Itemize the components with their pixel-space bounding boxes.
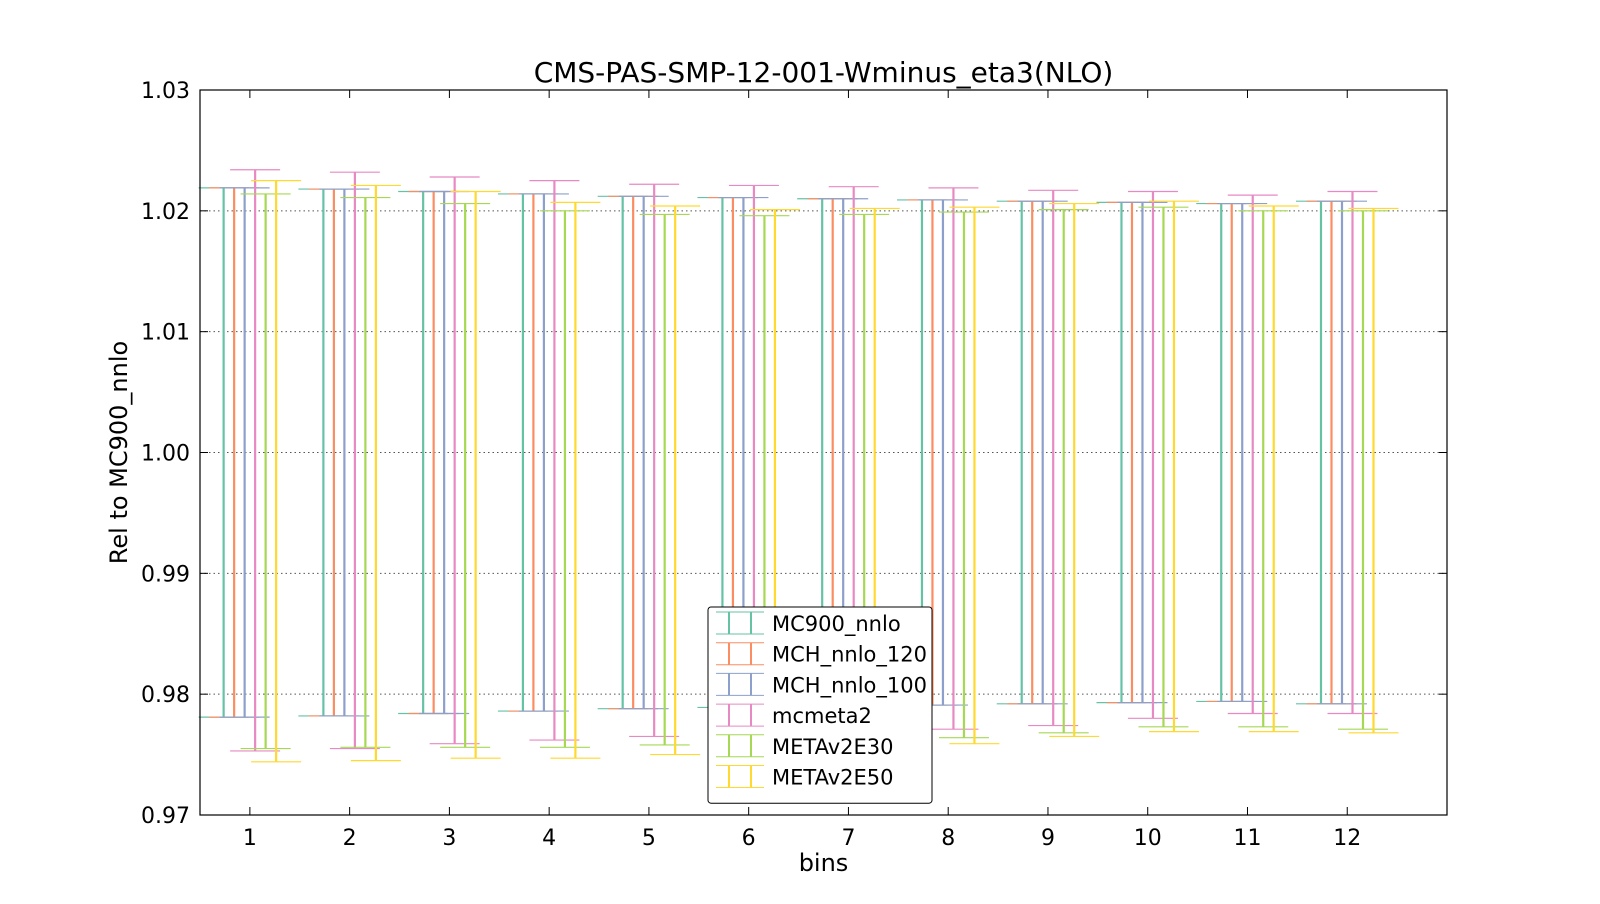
error-bar [550,201,601,759]
error-bar [518,193,569,712]
chart-title: CMS-PAS-SMP-12-001-Wminus_eta3(NLO) [534,56,1114,89]
error-bar [1148,200,1199,733]
legend-label: METAv2E50 [772,766,894,790]
y-tick-label: 1.01 [141,321,190,346]
error-bar [928,187,979,730]
x-tick-label: 7 [841,826,855,851]
legend-label: mcmeta2 [772,704,872,728]
x-tick-label: 12 [1333,826,1361,851]
error-bar [329,171,380,750]
error-bar [230,169,281,752]
error-bar [1138,206,1189,728]
legend-label: METAv2E30 [772,735,894,759]
legend-entry: mcmeta2 [716,703,872,728]
legend-label: MC900_nnlo [772,612,901,637]
error-bar [639,213,690,746]
error-bar [1238,210,1289,728]
error-bar [1117,201,1168,704]
error-bar [450,190,501,759]
error-bar [429,176,480,745]
legend-label: MCH_nnlo_120 [772,643,927,668]
y-tick-label: 1.02 [141,200,190,225]
x-tick-label: 3 [442,826,456,851]
error-bar [240,193,291,750]
legend: MC900_nnlo MCH_nnlo_120 MCH_nnlo_100mcmeta… [707,606,933,804]
x-tick-label: 6 [742,826,756,851]
error-bar [1348,207,1399,734]
legend-entry: METAv2E30 [716,734,894,759]
error-bar [1316,200,1367,705]
error-bar [539,210,590,748]
x-axis-label: bins [799,849,849,877]
legend-box [707,606,933,804]
error-bar [219,187,270,718]
legend-entry: MCH_nnlo_100 [716,672,927,698]
error-bar [1217,202,1268,703]
y-tick-label: 0.97 [141,804,190,829]
x-tick-label: 9 [1041,826,1055,851]
error-bar [1227,194,1278,715]
y-tick-label: 1.00 [141,442,190,467]
y-axis-label: Rel to MC900_nnlo [105,341,133,564]
error-bar [618,195,669,710]
legend-entry: METAv2E50 [716,765,894,790]
error-bar [251,180,302,763]
error-bar [440,202,491,748]
error-bar [938,211,989,739]
x-tick-label: 10 [1134,826,1162,851]
error-bar [1038,209,1089,734]
error-bar [1017,200,1068,705]
error-bar [1337,210,1388,730]
error-bar [1127,190,1178,719]
y-tick-label: 0.98 [141,683,190,708]
x-tick-label: 1 [243,826,257,851]
x-tick-label: 5 [642,826,656,851]
legend-entry: MC900_nnlo [716,611,901,637]
x-tick-label: 2 [343,826,357,851]
grid [200,210,1447,695]
error-bar [949,206,1000,745]
legend-entry: MCH_nnlo_120 [716,642,927,668]
error-bar [1049,202,1100,738]
error-bar [350,184,401,762]
error-bar [650,205,701,756]
x-tick-label: 8 [941,826,955,851]
x-tick-label: 4 [542,826,556,851]
error-bar [1028,189,1079,727]
legend-label: MCH_nnlo_100 [772,673,927,698]
error-bar [319,188,370,717]
error-bar [629,183,680,738]
error-bar [1327,190,1378,715]
y-tick-label: 1.03 [141,79,190,104]
x-tick-label: 11 [1233,826,1261,851]
error-bar [529,180,580,741]
error-bar [340,196,391,748]
y-tick-label: 0.99 [141,562,190,587]
error-bar [1248,205,1299,733]
axis-ticks: 0.970.980.991.001.011.021.031 2 3 4 5 6 7 8 9 10 1… [141,79,1447,851]
